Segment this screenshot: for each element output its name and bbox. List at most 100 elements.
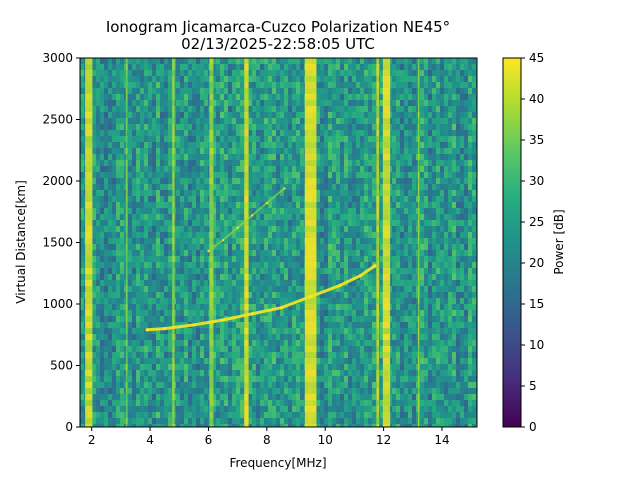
heatmap-cell (216, 256, 221, 263)
heatmap-cell (340, 340, 345, 347)
heatmap-cell (80, 388, 85, 395)
heatmap-cell (368, 256, 373, 263)
heatmap-cell (80, 286, 85, 293)
heatmap-cell (156, 304, 161, 311)
heatmap-cell (148, 202, 153, 209)
heatmap-cell (276, 406, 281, 413)
heatmap-cell (264, 160, 269, 167)
heatmap-cell (364, 322, 369, 329)
heatmap-cell (368, 190, 373, 197)
heatmap-cell (328, 166, 333, 173)
heatmap-cell (156, 136, 161, 143)
heatmap-cell (300, 166, 305, 173)
heatmap-cell (192, 160, 197, 167)
heatmap-cell (256, 376, 261, 383)
heatmap-cell (184, 94, 189, 101)
heatmap-cell (184, 316, 189, 323)
heatmap-cell (280, 388, 285, 395)
heatmap-cell (96, 220, 101, 227)
heatmap-cell (176, 424, 181, 428)
heatmap-cell (264, 82, 269, 89)
heatmap-cell (264, 316, 269, 323)
heatmap-cell (224, 226, 229, 233)
heatmap-cell (336, 358, 341, 365)
heatmap-cell (236, 370, 241, 377)
heatmap-cell (176, 82, 181, 89)
heatmap-cell (196, 388, 201, 395)
heatmap-cell (144, 406, 149, 413)
heatmap-cell (392, 190, 397, 197)
heatmap-cell (132, 370, 137, 377)
heatmap-cell (224, 286, 229, 293)
heatmap-cell (200, 346, 205, 353)
heatmap-cell (220, 190, 225, 197)
heatmap-cell (196, 412, 201, 419)
heatmap-cell (276, 298, 281, 305)
heatmap-cell (276, 142, 281, 149)
heatmap-cell (164, 412, 169, 419)
heatmap-cell (252, 118, 257, 125)
heatmap-cell (372, 352, 377, 359)
heatmap-cell (392, 106, 397, 113)
heatmap-cell (292, 184, 297, 191)
heatmap-cell (252, 58, 257, 65)
heatmap-cell (300, 256, 305, 263)
heatmap-cell (352, 238, 357, 245)
heatmap-cell (396, 346, 401, 353)
heatmap-cell (112, 376, 117, 383)
heatmap-cell (276, 316, 281, 323)
heatmap-cell (100, 364, 105, 371)
heatmap-cell (340, 418, 345, 425)
heatmap-cell (176, 328, 181, 335)
heatmap-cell (176, 214, 181, 221)
heatmap-cell (212, 220, 217, 227)
heatmap-cell (324, 124, 329, 131)
heatmap-cell (340, 412, 345, 419)
heatmap-cell (140, 280, 145, 287)
heatmap-cell (336, 142, 341, 149)
heatmap-cell (348, 82, 353, 89)
heatmap-cell (224, 178, 229, 185)
heatmap-cell (116, 346, 121, 353)
heatmap-cell (196, 352, 201, 359)
heatmap-cell (336, 244, 341, 251)
heatmap-cell (260, 112, 265, 119)
heatmap-cell (292, 364, 297, 371)
heatmap-cell (340, 64, 345, 71)
heatmap-cell (288, 82, 293, 89)
heatmap-cell (352, 196, 357, 203)
heatmap-cell (328, 346, 333, 353)
heatmap-cell (272, 412, 277, 419)
heatmap-cell (196, 382, 201, 389)
heatmap-cell (364, 88, 369, 95)
heatmap-cell (272, 136, 277, 143)
heatmap-cell (156, 142, 161, 149)
heatmap-cell (144, 316, 149, 323)
heatmap-cell (160, 238, 165, 245)
heatmap-cell (196, 70, 201, 77)
heatmap-cell (128, 94, 133, 101)
heatmap-cell (212, 262, 217, 269)
heatmap-cell (216, 346, 221, 353)
heatmap-cell (144, 334, 149, 341)
heatmap-cell (400, 208, 405, 215)
heatmap-cell (284, 322, 289, 329)
heatmap-cell (360, 292, 365, 299)
heatmap-cell (120, 250, 125, 257)
heatmap-cell (116, 136, 121, 143)
heatmap-cell (196, 160, 201, 167)
heatmap-cell (268, 70, 273, 77)
heatmap-cell (236, 148, 241, 155)
heatmap-cell (200, 136, 205, 143)
heatmap-cell (148, 160, 153, 167)
heatmap-cell (136, 364, 141, 371)
heatmap-cell (368, 70, 373, 77)
heatmap-cell (352, 412, 357, 419)
heatmap-cell (320, 154, 325, 161)
heatmap-cell (144, 130, 149, 137)
heatmap-cell (348, 112, 353, 119)
heatmap-cell (348, 274, 353, 281)
heatmap-cell (232, 286, 237, 293)
heatmap-cell (272, 424, 277, 428)
heatmap-cell (344, 352, 349, 359)
